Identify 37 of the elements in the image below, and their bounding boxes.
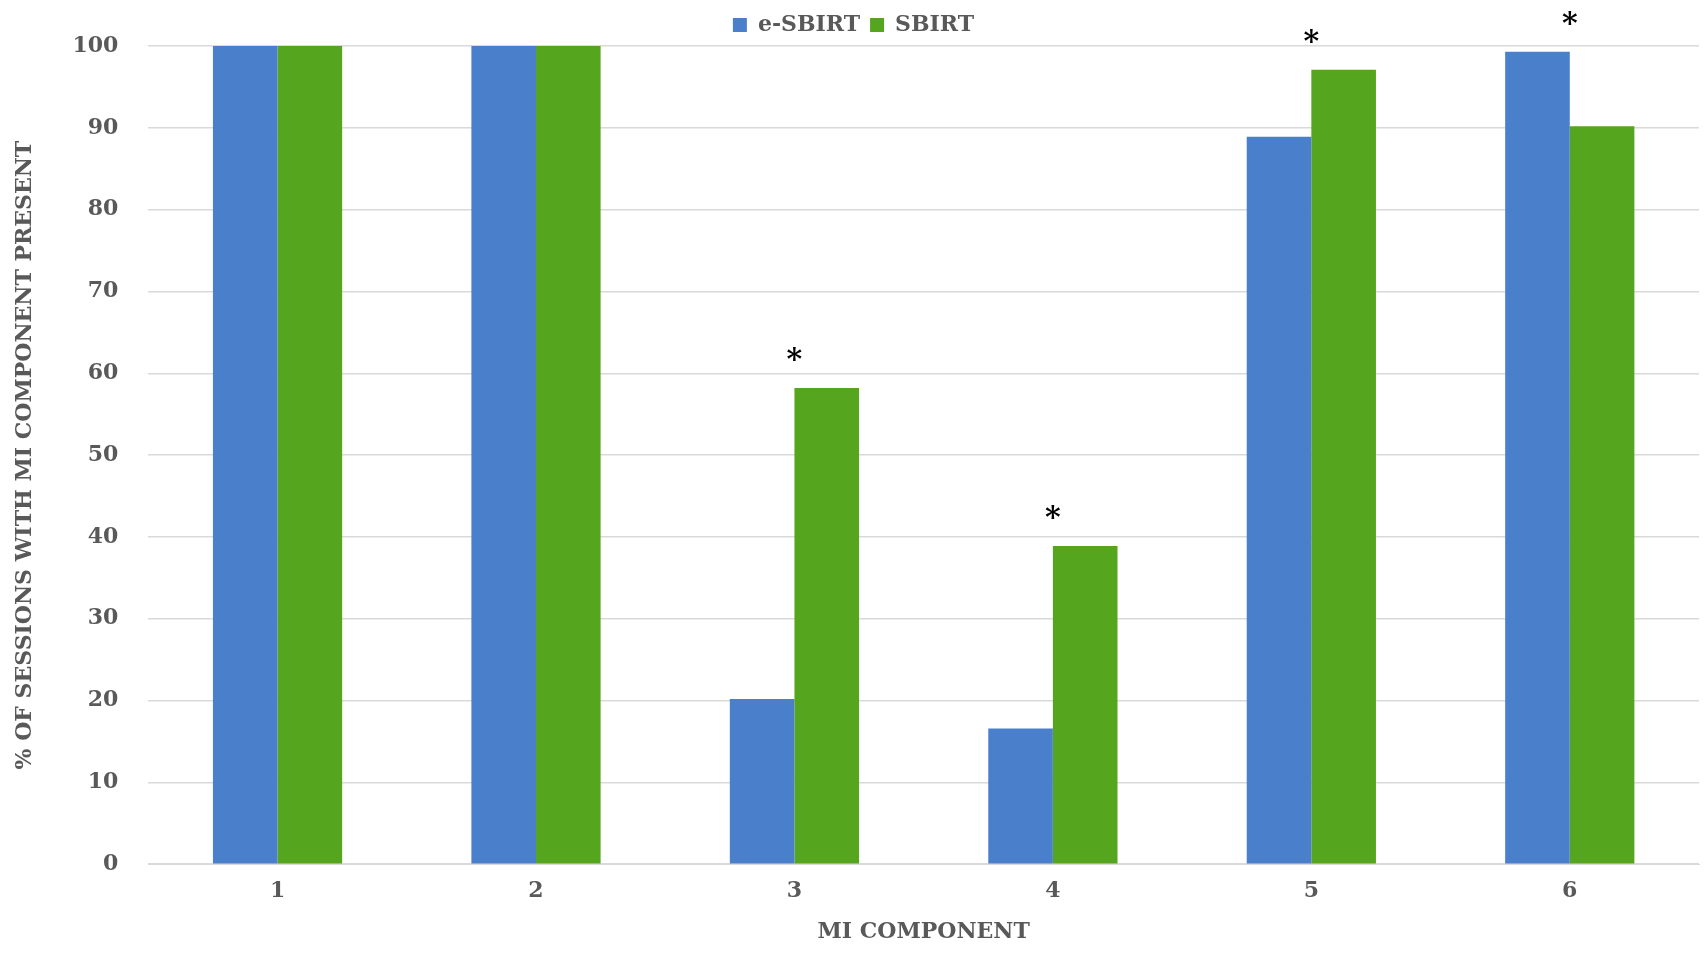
y-tick-label: 20 <box>87 685 119 712</box>
y-tick-label: 30 <box>87 603 119 630</box>
bar <box>1569 126 1635 864</box>
bar <box>1505 51 1570 864</box>
legend-label: SBIRT <box>895 9 975 36</box>
bar <box>535 46 601 864</box>
y-axis-title: % OF SESSIONS WITH MI COMPONENT PRESENT <box>9 140 36 770</box>
y-tick-label: 50 <box>87 439 119 466</box>
y-tick-label: 80 <box>87 194 119 221</box>
x-tick-label: 4 <box>1045 876 1061 903</box>
bar <box>988 728 1053 864</box>
x-axis-title: MI COMPONENT <box>817 916 1031 943</box>
y-tick-label: 90 <box>87 112 119 139</box>
x-tick-label: 2 <box>528 876 544 903</box>
bar <box>1052 545 1118 864</box>
bar <box>1246 136 1312 864</box>
x-tick-label: 6 <box>1562 876 1578 903</box>
annotation: * <box>1303 22 1320 58</box>
annotation: * <box>786 340 803 376</box>
y-tick-label: 0 <box>103 848 119 875</box>
y-tick-label: 40 <box>87 521 119 548</box>
bar <box>729 698 795 864</box>
y-tick-label: 10 <box>87 767 119 794</box>
legend-label: e-SBIRT <box>757 9 861 36</box>
x-tick-label: 1 <box>269 876 286 903</box>
annotation: * <box>1561 4 1578 40</box>
y-tick-label: 60 <box>87 358 119 384</box>
annotation: * <box>1045 498 1062 534</box>
x-tick-label: 3 <box>786 876 803 903</box>
x-tick-label: 5 <box>1303 876 1319 903</box>
y-tick-label: 100 <box>72 30 119 57</box>
bar <box>794 388 860 864</box>
y-tick-label: 70 <box>87 276 119 303</box>
bar <box>277 46 343 864</box>
bar <box>212 46 278 864</box>
bar <box>471 46 536 864</box>
bar <box>1311 69 1376 864</box>
